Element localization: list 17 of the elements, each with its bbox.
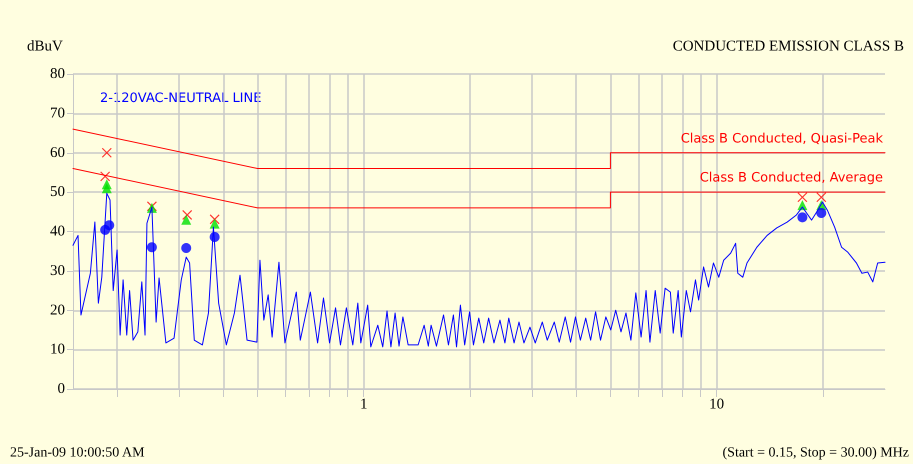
- series-label: Class B Conducted, Quasi-Peak: [680, 131, 884, 146]
- y-tick-label: 80: [50, 66, 65, 82]
- y-tick-label: 70: [50, 105, 65, 122]
- y-tick-label: 0: [58, 381, 65, 397]
- y-tick-label: 20: [50, 302, 65, 318]
- y-tick-label: 60: [50, 144, 65, 161]
- y-tick-label: 30: [50, 262, 65, 279]
- y-tick-label: 50: [50, 184, 65, 200]
- text: 25-Jan-09 10:00:50 AM: [10, 446, 146, 460]
- y-axis-title: dBuV: [27, 38, 64, 54]
- y-tick-label: 40: [50, 224, 65, 240]
- chart-title: CONDUCTED EMISSION CLASS B: [672, 38, 904, 54]
- y-tick-label: 10: [50, 342, 65, 358]
- text: (Start = 0.15, Stop = 30.00) MHz: [722, 446, 910, 460]
- series-label: Class B Conducted, Average: [700, 170, 883, 186]
- x-tick-label: 1: [360, 396, 368, 412]
- annotation: 2-120VAC-NEUTRAL LINE: [100, 91, 262, 106]
